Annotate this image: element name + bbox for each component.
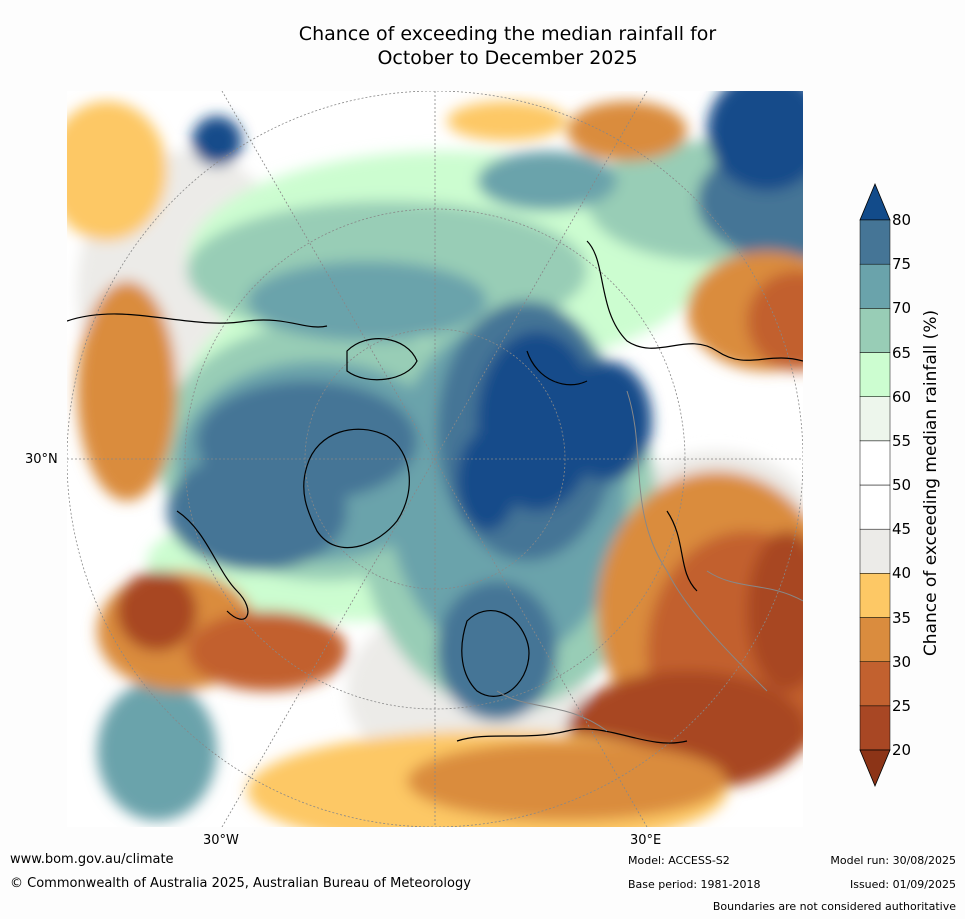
colorbar-tick-labels: 20 25 30 35 40 45 50 55 60 65 70 75 80 bbox=[892, 180, 922, 790]
colorbar-tick-label: 60 bbox=[892, 387, 912, 406]
colorbar-segment bbox=[859, 573, 891, 618]
colorbar-segment bbox=[859, 263, 891, 309]
longitude-label-30w: 30°W bbox=[203, 833, 239, 848]
map-canvas bbox=[67, 91, 803, 827]
copyright-text: © Commonwealth of Australia 2025, Austra… bbox=[10, 876, 471, 891]
colorbar-segment bbox=[859, 440, 891, 486]
colorbar-segment bbox=[859, 484, 891, 530]
graticule bbox=[67, 91, 803, 827]
colorbar-tick-label: 55 bbox=[892, 431, 912, 450]
probability-shading bbox=[67, 91, 803, 827]
colorbar-tick-label: 80 bbox=[892, 211, 912, 229]
colorbar-segment bbox=[859, 705, 891, 751]
website-link[interactable]: www.bom.gov.au/climate bbox=[10, 852, 174, 867]
longitude-label-30e: 30°E bbox=[630, 833, 662, 848]
colorbar-segment bbox=[859, 661, 891, 707]
colorbar-tick-label: 20 bbox=[892, 741, 912, 759]
colorbar-segment bbox=[859, 396, 891, 442]
colorbar-tick-label: 50 bbox=[892, 476, 912, 494]
title-line-2: October to December 2025 bbox=[377, 47, 638, 69]
country-borders bbox=[496, 390, 803, 732]
rainfall-probability-map bbox=[67, 91, 803, 827]
colorbar-tick-label: 75 bbox=[892, 255, 912, 274]
latitude-label-30n: 30°N bbox=[25, 452, 58, 467]
colorbar-tick-label: 65 bbox=[892, 343, 912, 362]
colorbar-segment bbox=[859, 352, 891, 397]
colorbar-segment bbox=[859, 308, 891, 353]
coastlines bbox=[67, 240, 803, 744]
title-line-1: Chance of exceeding the median rainfall … bbox=[298, 23, 717, 45]
colorbar-arrow-min bbox=[859, 749, 891, 788]
chart-title: Chance of exceeding the median rainfall … bbox=[60, 22, 955, 70]
colorbar-tick-label: 40 bbox=[892, 564, 912, 583]
colorbar-segment bbox=[859, 617, 891, 662]
colorbar-segment bbox=[859, 219, 891, 265]
colorbar-arrow-max bbox=[859, 182, 891, 221]
issued-text: Issued: 01/09/2025 bbox=[849, 878, 956, 891]
colorbar-tick-label: 30 bbox=[892, 652, 912, 671]
colorbar-tick-label: 70 bbox=[892, 299, 912, 318]
model-text: Model: ACCESS-S2 bbox=[628, 854, 730, 867]
colorbar-segment bbox=[859, 528, 891, 574]
colorbar-tick-label: 45 bbox=[892, 520, 912, 539]
colorbar-graphic bbox=[859, 182, 891, 788]
colorbar-tick-label: 35 bbox=[892, 608, 912, 627]
colorbar-tick-label: 25 bbox=[892, 696, 912, 715]
model-run-text: Model run: 30/08/2025 bbox=[830, 854, 956, 867]
base-period-text: Base period: 1981-2018 bbox=[628, 878, 761, 891]
colorbar bbox=[850, 180, 910, 790]
disclaimer-text: Boundaries are not considered authoritat… bbox=[712, 900, 956, 913]
colorbar-title: Chance of exceeding median rainfall (%) bbox=[921, 309, 941, 657]
